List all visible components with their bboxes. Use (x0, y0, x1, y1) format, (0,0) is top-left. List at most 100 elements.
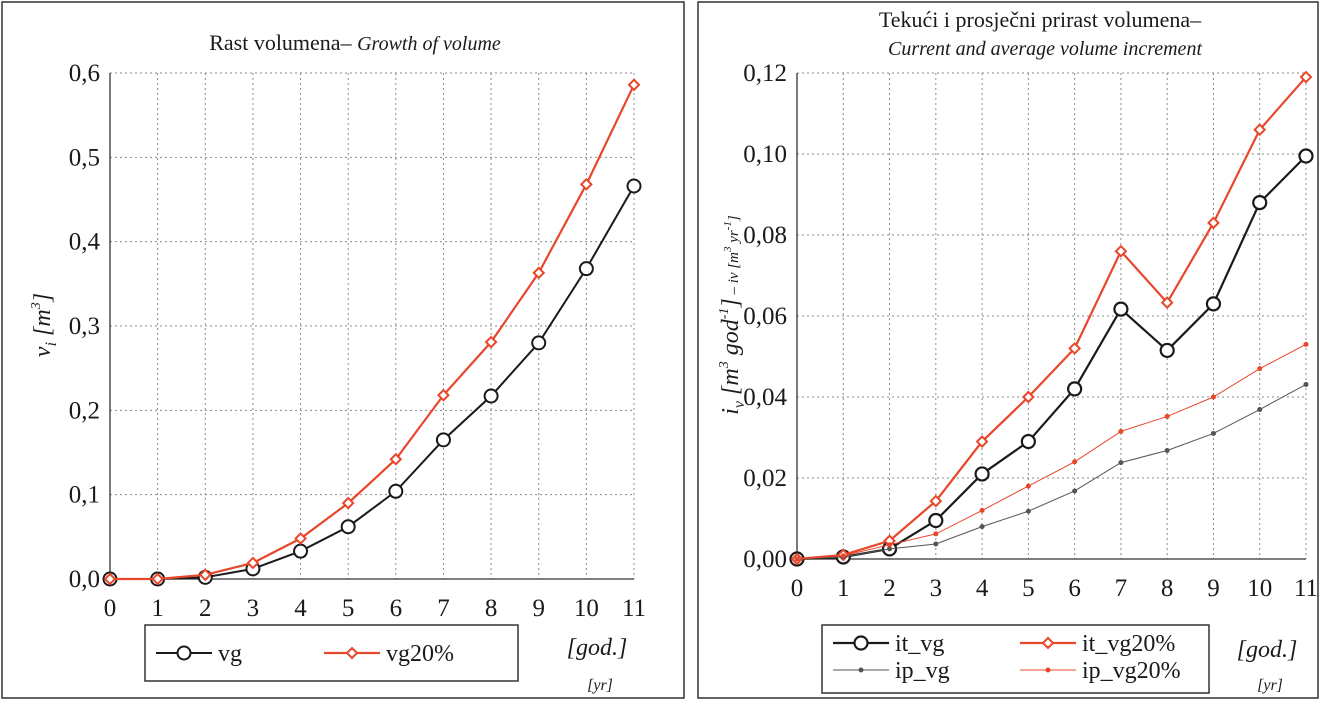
x-tick-label: 11 (622, 595, 646, 622)
x-tick-label: 1 (151, 595, 164, 622)
series-lines (102, 78, 642, 587)
data-point (1205, 296, 1222, 312)
series-it_vg20% (790, 70, 1313, 566)
x-tick-label: 1 (837, 575, 850, 602)
data-point (1114, 244, 1128, 258)
series-line (796, 76, 1307, 561)
legend-swatch-marker (176, 645, 192, 661)
chart-title: Tekući i prosječni prirast volumena– (879, 7, 1202, 32)
data-point (340, 519, 356, 535)
legend-item: it_vg (833, 631, 944, 657)
data-point (1299, 70, 1313, 84)
x-tick-label: 10 (1247, 575, 1272, 602)
data-point (627, 78, 641, 92)
data-point (579, 177, 593, 191)
series-ip_vg (794, 381, 1309, 562)
y-tick-label: 0,10 (743, 141, 787, 168)
legend-swatch-marker (1041, 636, 1055, 650)
x-tick-label: 7 (437, 595, 450, 622)
grid (109, 72, 635, 580)
y-tick-labels: 0,00 0,02 0,04 0,06 0,08 0,10 0,12 (743, 60, 787, 573)
data-point (979, 507, 985, 513)
legend-item: ip_vg (833, 658, 950, 684)
data-point (887, 546, 893, 552)
data-point (1253, 123, 1267, 137)
x-tick-label: 4 (976, 575, 989, 602)
data-point (1252, 195, 1268, 211)
data-point (928, 512, 944, 529)
legend-item: vg (156, 641, 242, 667)
y-tick-label: 0,08 (743, 222, 787, 249)
legend-item: it_vg20% (1020, 631, 1175, 657)
x-tick-label: 9 (1207, 575, 1220, 602)
y-tick-labels: 0,0 0,1 0,2 0,3 0,4 0,5 0,6 (69, 60, 101, 593)
series-vg20% (103, 78, 641, 586)
x-tick-label: 3 (247, 595, 260, 622)
data-point (294, 532, 307, 545)
data-point (1113, 301, 1129, 317)
data-point (1298, 148, 1314, 164)
data-point (484, 335, 498, 349)
volume-growth-chart: Rast volumena– Growth of volume 0,00,10,… (29, 30, 646, 694)
y-tick-label: 0,5 (69, 144, 100, 171)
data-point (1072, 459, 1078, 465)
data-point (1257, 407, 1263, 413)
data-point (578, 261, 594, 277)
data-point (887, 542, 893, 548)
series-ip_vg20% (794, 341, 1309, 562)
x-tick-label: 5 (342, 595, 355, 622)
chart-subtitle: Current and average volume increment (888, 38, 1202, 60)
y-tick-label: 0,02 (743, 465, 787, 492)
legend-label: vg20% (386, 641, 454, 667)
x-tick-label: 2 (199, 595, 212, 622)
x-tick-label: 2 (883, 575, 896, 602)
y-tick-label: 0,2 (69, 397, 100, 424)
x-tick-labels: 0 1 2 3 4 5 6 7 8 9 10 11 (104, 595, 646, 622)
data-point (103, 572, 117, 586)
data-point (388, 483, 404, 499)
data-point (1067, 381, 1083, 397)
legend: it_vg it_vg20% ip_vg ip_vg20% (833, 631, 1181, 684)
data-point (151, 572, 165, 586)
data-point (1303, 341, 1309, 347)
y-tick-label: 0,0 (69, 566, 100, 593)
x-tick-label: 8 (485, 595, 498, 622)
x-tick-label: 8 (1161, 575, 1174, 602)
legend-item: vg20% (324, 641, 454, 667)
data-point (1159, 342, 1175, 359)
data-point (1210, 394, 1216, 400)
grid (796, 72, 1307, 560)
legend-label: it_vg20% (1082, 631, 1175, 657)
y-tick-label: 0,6 (69, 60, 100, 87)
left-panel-frame (1, 1, 685, 699)
x-tick-labels: 0 1 2 3 4 5 6 7 8 9 10 11 (791, 575, 1318, 602)
right-panel-frame (697, 1, 1319, 699)
legend-swatch-marker (853, 635, 869, 651)
chart-title: Rast volumena– Growth of volume (209, 30, 501, 55)
legend-item: ip_vg20% (1020, 658, 1181, 684)
data-point (1164, 413, 1170, 419)
data-point (1118, 428, 1124, 434)
data-point (1072, 488, 1078, 494)
y-tick-label: 0,06 (743, 303, 787, 330)
data-point (246, 556, 260, 570)
data-point (933, 541, 939, 547)
data-point (1210, 430, 1216, 436)
x-tick-label: 6 (1068, 575, 1081, 602)
data-point (1025, 508, 1031, 514)
data-point (626, 178, 642, 194)
legend-box (821, 624, 1210, 694)
data-point (1257, 366, 1263, 372)
x-tick-label: 5 (1022, 575, 1035, 602)
series-it_vg (789, 148, 1314, 567)
series-line (796, 343, 1307, 560)
data-point (794, 556, 800, 562)
series-line (796, 155, 1307, 561)
data-point (1207, 216, 1220, 230)
data-point (1020, 433, 1036, 450)
y-axis-label: iv [m3 god-1] – iv [m3 yr-1] (717, 215, 748, 415)
data-point (1160, 296, 1174, 310)
x-tick-label: 7 (1115, 575, 1128, 602)
data-point (1118, 460, 1124, 466)
